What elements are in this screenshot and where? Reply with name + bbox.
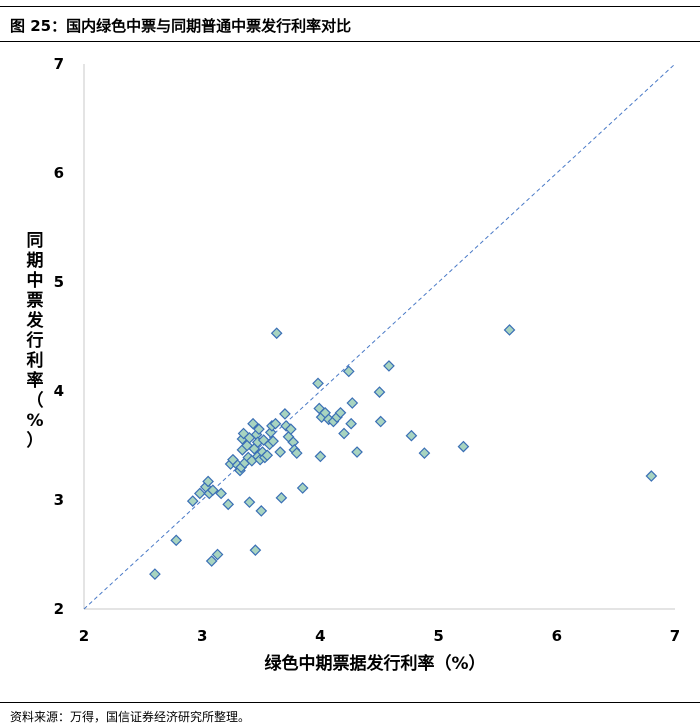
scatter-point bbox=[334, 406, 347, 419]
scatter-point bbox=[267, 435, 279, 447]
scatter-point bbox=[503, 324, 516, 336]
x-axis-title: 绿色中期票据发行利率（%） bbox=[264, 653, 485, 674]
scatter-point bbox=[345, 417, 357, 430]
scatter-point bbox=[193, 487, 206, 500]
scatter-point bbox=[206, 484, 219, 497]
scatter-point bbox=[205, 555, 218, 567]
scatter-point bbox=[342, 365, 355, 378]
scatter-point bbox=[296, 482, 309, 494]
scatter-point bbox=[373, 386, 386, 398]
scatter-point bbox=[314, 450, 327, 463]
scatter-point bbox=[346, 397, 359, 409]
scatter-point bbox=[374, 415, 387, 428]
scatter-point bbox=[249, 544, 262, 556]
scatter-point bbox=[279, 408, 291, 420]
scatter-point bbox=[645, 470, 658, 482]
y-axis-ticks: 2 3 4 5 6 7 bbox=[54, 55, 64, 618]
bottom-rule bbox=[0, 702, 700, 703]
scatter-point bbox=[457, 440, 470, 453]
x-tick-label: 3 bbox=[197, 627, 207, 645]
scatter-point bbox=[351, 446, 363, 458]
scatter-point bbox=[270, 327, 283, 340]
scatter-point bbox=[290, 447, 303, 459]
diagonal-reference-line bbox=[83, 63, 676, 610]
scatter-point bbox=[255, 505, 268, 517]
source-note: 资料来源：万得，国信证券经济研究所整理。 bbox=[10, 710, 251, 724]
scatter-point bbox=[269, 417, 282, 430]
scatter-point bbox=[247, 417, 259, 430]
scatter-point bbox=[338, 427, 350, 440]
scatter-point bbox=[222, 498, 235, 511]
data-points bbox=[149, 324, 658, 580]
scatter-point bbox=[170, 534, 183, 547]
scatter-point bbox=[253, 423, 265, 435]
y-tick-label: 5 bbox=[54, 273, 64, 291]
x-tick-label: 6 bbox=[552, 627, 562, 645]
scatter-point bbox=[405, 429, 418, 442]
x-tick-label: 4 bbox=[315, 627, 325, 645]
scatter-point bbox=[211, 548, 224, 561]
scatter-point bbox=[383, 360, 395, 372]
y-tick-label: 7 bbox=[54, 55, 64, 73]
y-tick-label: 4 bbox=[54, 382, 64, 400]
y-tick-label: 2 bbox=[54, 600, 64, 618]
x-axis-ticks: 2 3 4 5 6 7 bbox=[79, 627, 680, 645]
scatter-point bbox=[312, 377, 324, 390]
scatter-point bbox=[418, 447, 431, 459]
scatter-point bbox=[261, 449, 274, 462]
y-tick-label: 3 bbox=[54, 491, 64, 509]
x-tick-label: 7 bbox=[670, 627, 680, 645]
x-tick-label: 2 bbox=[79, 627, 89, 645]
y-tick-label: 6 bbox=[54, 164, 64, 182]
scatter-point bbox=[149, 568, 161, 580]
scatter-point bbox=[285, 423, 297, 435]
x-tick-label: 5 bbox=[433, 627, 443, 645]
scatter-point bbox=[274, 446, 287, 458]
title-rule bbox=[0, 41, 700, 42]
scatter-chart: 2 3 4 5 6 7 2 3 4 5 6 7 绿色中期票据发行利率（%） 同期中票发行利率（%） bbox=[26, 55, 681, 674]
scatter-point bbox=[243, 496, 256, 509]
figure-title: 图 25：国内绿色中票与同期普通中票发行利率对比 bbox=[10, 17, 352, 35]
scatter-point bbox=[186, 495, 199, 507]
top-rule bbox=[0, 6, 700, 7]
y-axis-title: 同期中票发行利率（%） bbox=[26, 231, 45, 451]
scatter-point bbox=[275, 491, 288, 504]
scatter-point bbox=[215, 487, 227, 500]
scatter-point bbox=[202, 475, 214, 488]
